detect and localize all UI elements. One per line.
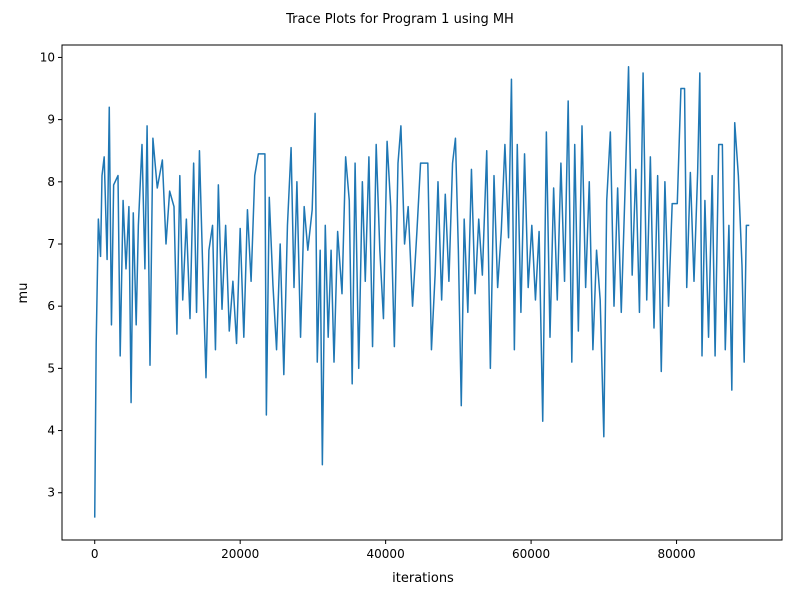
trace-line <box>93 66 750 518</box>
y-tick-label: 4 <box>47 424 55 438</box>
y-tick-label: 10 <box>40 50 55 64</box>
y-axis-label: mu <box>16 283 31 304</box>
y-tick-label: 6 <box>47 299 55 313</box>
y-tick-label: 3 <box>47 486 55 500</box>
plot-frame <box>61 44 783 541</box>
y-tick-label: 7 <box>47 237 55 251</box>
x-tick-label: 40000 <box>367 547 405 561</box>
x-tick-label: 80000 <box>657 547 695 561</box>
y-tick-label: 5 <box>47 361 55 375</box>
x-tick-label: 60000 <box>512 547 550 561</box>
x-tick-label: 20000 <box>221 547 259 561</box>
x-tick-label: 0 <box>91 547 99 561</box>
chart-title: Trace Plots for Program 1 using MH <box>285 12 514 27</box>
y-tick-label: 9 <box>47 113 55 127</box>
y-tick-label: 8 <box>47 175 55 189</box>
x-axis-label: iterations <box>392 571 454 586</box>
